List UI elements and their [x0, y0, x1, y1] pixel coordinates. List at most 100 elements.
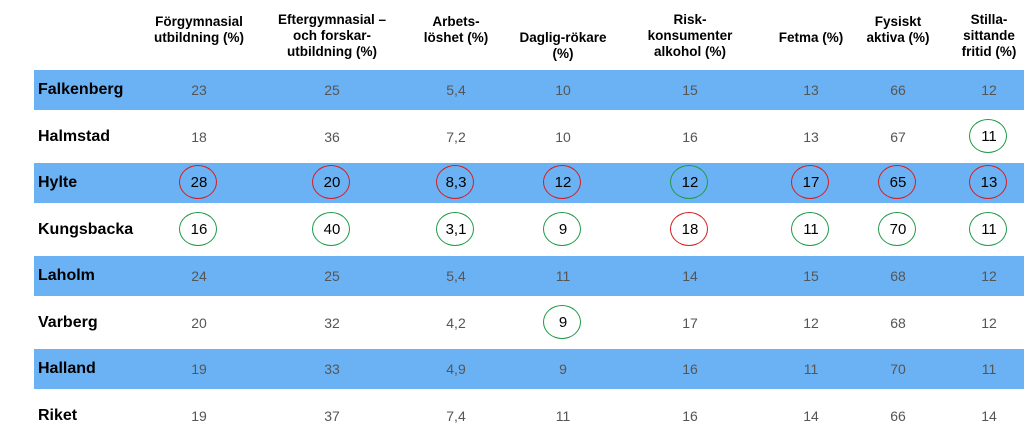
table-cell: 9	[523, 210, 603, 250]
cell-value: 12	[554, 174, 572, 191]
better-ring-icon	[969, 119, 1007, 153]
cell-value: 11	[981, 221, 997, 238]
worse-ring-icon	[878, 165, 916, 199]
table-cell: 17	[771, 163, 851, 203]
cell-value: 16	[190, 221, 208, 238]
cell-value: 20	[191, 315, 207, 331]
table-cell: 16	[650, 396, 730, 436]
cell-value: 28	[190, 174, 208, 191]
table-row: Falkenberg 23 25 5,4 10 15 13 66 12	[34, 70, 1024, 110]
cell-value: 32	[324, 315, 340, 331]
table-row: Varberg 20 32 4,2 9 17 12 68 12	[34, 303, 1024, 343]
table-cell: 14	[650, 256, 730, 296]
better-ring-icon	[878, 212, 916, 246]
table-cell: 19	[159, 396, 239, 436]
table-cell: 13	[771, 70, 851, 110]
table-cell: 11	[771, 210, 851, 250]
row-label: Laholm	[38, 267, 95, 284]
cell-value: 11	[803, 221, 819, 238]
table-cell: 14	[771, 396, 851, 436]
cell-value: 68	[890, 268, 906, 284]
table-cell: 70	[858, 349, 938, 389]
table-row: Laholm 24 25 5,4 11 14 15 68 12	[34, 256, 1024, 296]
table-cell: 9	[523, 303, 603, 343]
table-cell: 10	[523, 117, 603, 157]
cell-value: 11	[981, 361, 997, 377]
cell-value: 5,4	[446, 82, 466, 98]
cell-value: 11	[555, 268, 571, 284]
table-row: Halland 19 33 4,9 9 16 11 70 11	[34, 349, 1024, 389]
cell-value: 15	[803, 268, 819, 284]
row-label: Kungsbacka	[38, 221, 134, 238]
table-cell: 17	[650, 303, 730, 343]
table-cell: 12	[771, 303, 851, 343]
table-cell: 25	[292, 256, 372, 296]
table-cell: 40	[292, 210, 372, 250]
row-label: Halland	[38, 360, 96, 377]
better-ring-icon	[670, 165, 708, 199]
cell-value: 11	[803, 361, 819, 377]
row-label: Riket	[38, 407, 78, 424]
worse-ring-icon	[436, 165, 474, 199]
table-cell: 15	[650, 70, 730, 110]
table-cell: 66	[858, 70, 938, 110]
table-cell: 9	[523, 349, 603, 389]
table-cell: 8,3	[416, 163, 496, 203]
table-row: Hylte 28 20 8,3 12 12 17 65 13	[34, 163, 1024, 203]
table-cell: 28	[159, 163, 239, 203]
better-ring-icon	[543, 305, 581, 339]
cell-value: 11	[981, 128, 997, 145]
table-cell: 68	[858, 303, 938, 343]
table-cell: 67	[858, 117, 938, 157]
table-row: Kungsbacka 16 40 3,1 9 18 11 70 11	[34, 210, 1024, 250]
cell-value: 17	[682, 315, 698, 331]
cell-value: 16	[682, 361, 698, 377]
table-cell: 16	[159, 210, 239, 250]
cell-value: 5,4	[446, 268, 466, 284]
table-cell: 12	[523, 163, 603, 203]
table-cell: 37	[292, 396, 372, 436]
cell-value: 33	[324, 361, 340, 377]
cell-value: 12	[803, 315, 819, 331]
cell-value: 9	[558, 314, 568, 331]
table-cell: 11	[523, 396, 603, 436]
table-cell: 11	[949, 349, 1024, 389]
cell-value: 3,1	[445, 221, 467, 238]
cell-value: 67	[890, 129, 906, 145]
table-cell: 16	[650, 349, 730, 389]
table-cell: 10	[523, 70, 603, 110]
cell-value: 20	[323, 174, 341, 191]
row-label: Halmstad	[38, 128, 111, 145]
table-cell: 12	[949, 256, 1024, 296]
cell-value: 8,3	[445, 174, 467, 191]
cell-value: 18	[681, 221, 699, 238]
cell-value: 70	[889, 221, 907, 238]
table-cell: 12	[650, 163, 730, 203]
table-cell: 3,1	[416, 210, 496, 250]
table-cell: 20	[292, 163, 372, 203]
row-label: Varberg	[38, 314, 98, 331]
table-cell: 14	[949, 396, 1024, 436]
table-cell: 12	[949, 70, 1024, 110]
table-cell: 15	[771, 256, 851, 296]
cell-value: 14	[803, 408, 819, 424]
table-cell: 18	[650, 210, 730, 250]
cell-value: 40	[323, 221, 341, 238]
table-cell: 18	[159, 117, 239, 157]
column-header-5: Risk- konsumenter alkohol (%)	[647, 12, 733, 59]
table-row: Riket 19 37 7,4 11 16 14 66 14	[34, 396, 1024, 436]
table-cell: 4,9	[416, 349, 496, 389]
cell-value: 24	[191, 268, 207, 284]
column-header-6: Fetma (%)	[778, 30, 844, 45]
cell-value: 66	[890, 82, 906, 98]
worse-ring-icon	[969, 165, 1007, 199]
table-cell: 11	[523, 256, 603, 296]
cell-value: 16	[682, 408, 698, 424]
column-header-7: Fysiskt aktiva (%)	[866, 14, 930, 45]
better-ring-icon	[179, 212, 217, 246]
worse-ring-icon	[670, 212, 708, 246]
column-header-8: Stilla- sittande fritid (%)	[961, 12, 1017, 59]
worse-ring-icon	[543, 165, 581, 199]
table-cell: 33	[292, 349, 372, 389]
table-cell: 70	[858, 210, 938, 250]
